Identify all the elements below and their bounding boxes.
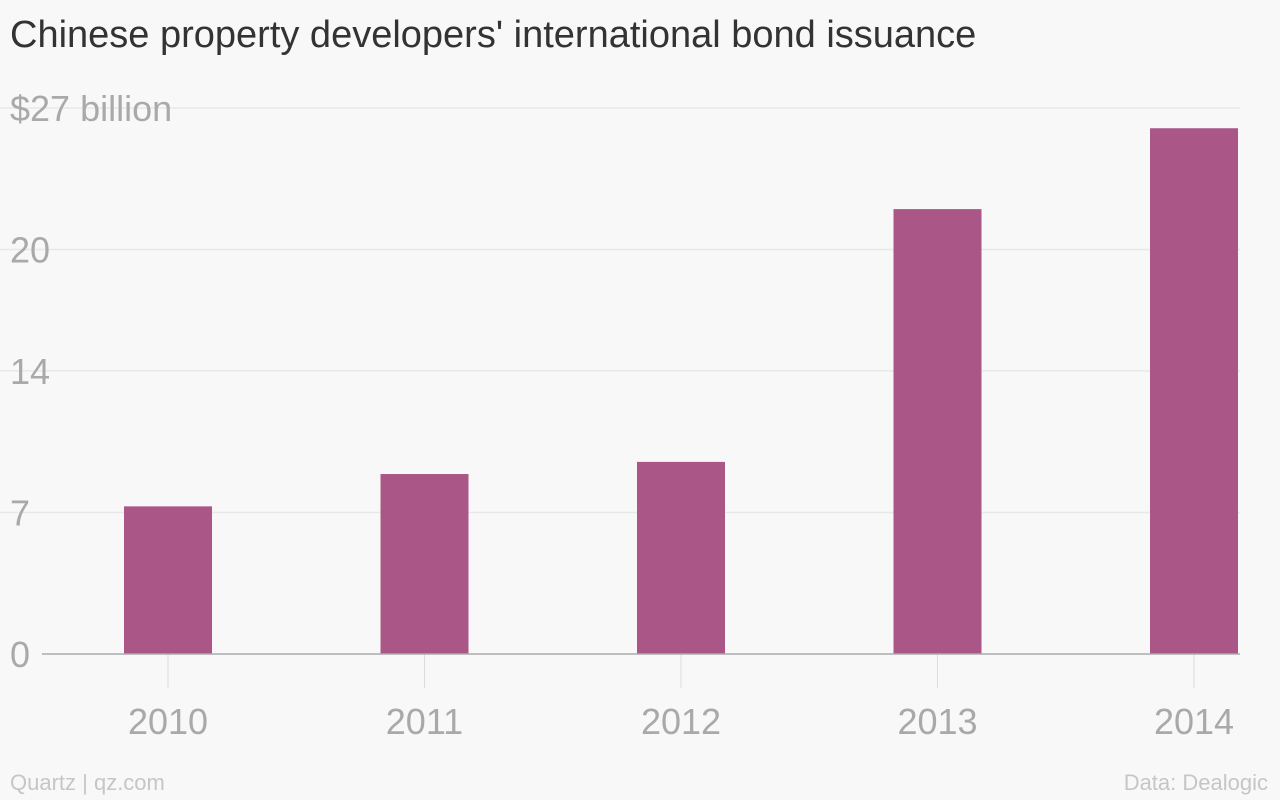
x-tick-label-2013: 2013 <box>897 701 977 742</box>
bar-2012 <box>637 461 725 654</box>
x-axis-ticks <box>167 654 1195 688</box>
x-tick-label-2011: 2011 <box>386 701 463 742</box>
chart-title: Chinese property developers' internation… <box>10 14 977 56</box>
x-tick-label-2010: 2010 <box>128 701 208 742</box>
footer-credit: Quartz | qz.com <box>10 770 165 795</box>
x-tick-label-2012: 2012 <box>641 701 721 742</box>
bar-2011 <box>380 474 469 654</box>
y-tick-label-7: 7 <box>10 492 30 533</box>
bar-2010 <box>124 506 212 654</box>
footer-source: Data: Dealogic <box>1123 770 1268 795</box>
y-tick-label-14: 14 <box>10 351 50 392</box>
x-tick-label-2014: 2014 <box>1154 701 1234 742</box>
bars <box>124 128 1238 654</box>
gridlines <box>0 107 1240 514</box>
y-tick-label-27: $27 billion <box>10 88 172 129</box>
bar-2013 <box>893 209 982 654</box>
y-tick-label-20: 20 <box>10 230 50 271</box>
y-axis-labels: 0 7 14 20 $27 billion <box>10 88 172 675</box>
bar-2014 <box>1150 128 1238 654</box>
y-tick-label-0: 0 <box>10 634 30 675</box>
x-axis-labels: 2010 2011 2012 2013 2014 <box>128 701 1234 742</box>
